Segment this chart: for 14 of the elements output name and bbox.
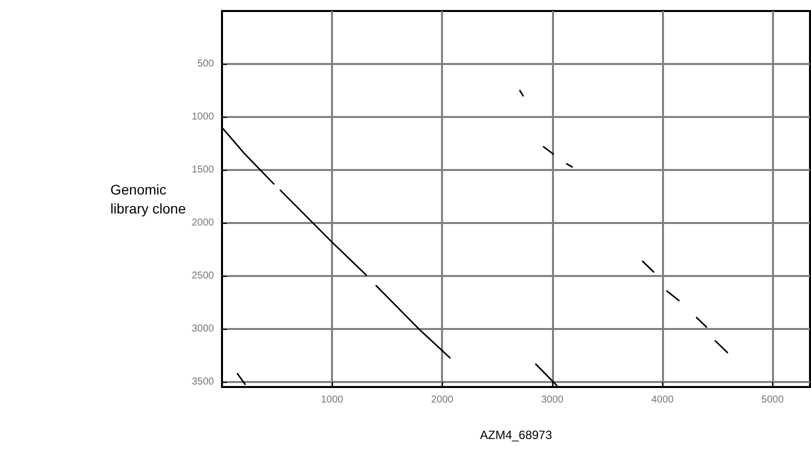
y-tick-label: 500: [197, 58, 214, 70]
y-tick-label: 3500: [192, 376, 214, 388]
y-tick-label: 3000: [192, 324, 214, 335]
y-tick-label: 2500: [192, 270, 214, 282]
y-tick-label: 1500: [192, 164, 214, 176]
x-axis-title: AZM4_68973: [480, 428, 552, 442]
y-tick-label: 1000: [192, 112, 214, 123]
x-tick-label: 1000: [320, 394, 344, 406]
x-tick-label: 4000: [651, 394, 674, 406]
x-tick-label: 5000: [761, 394, 784, 406]
x-tick-label: 2000: [431, 394, 454, 406]
y-tick-label: 2000: [192, 218, 214, 229]
x-tick-label: 3000: [541, 394, 564, 406]
y-axis-title: Genomic library clone: [110, 182, 186, 216]
